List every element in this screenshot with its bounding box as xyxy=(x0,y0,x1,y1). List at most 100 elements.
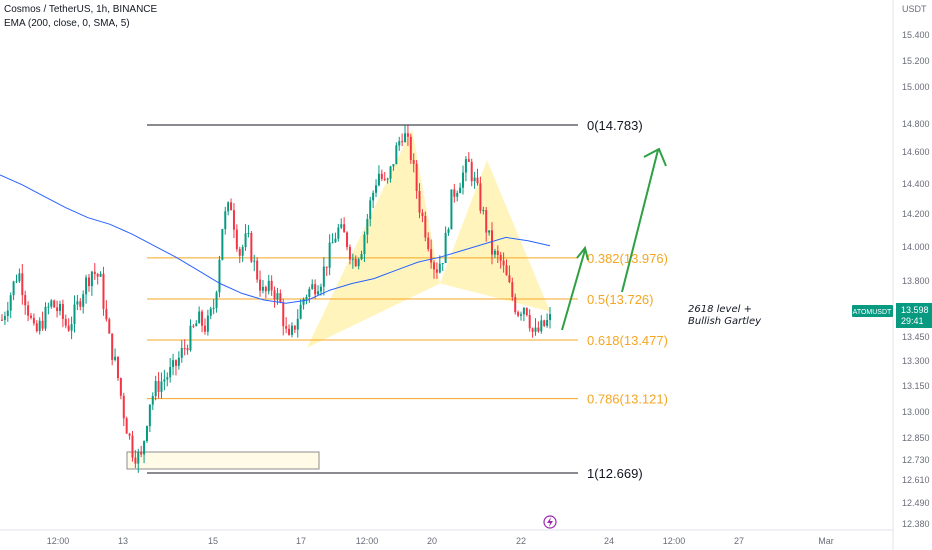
candle-body xyxy=(21,273,24,296)
candle-body xyxy=(433,262,436,270)
candle-body xyxy=(528,315,531,329)
candle-body xyxy=(119,378,122,396)
lightning-icon[interactable] xyxy=(543,515,557,529)
candle-body xyxy=(227,202,230,212)
price-tick-label: 15.000 xyxy=(902,82,930,92)
candle-body xyxy=(125,418,128,434)
price-badge-value: 13.598 xyxy=(901,305,929,315)
candle-body xyxy=(253,260,256,262)
candle-body xyxy=(392,164,395,167)
candle-body xyxy=(192,325,195,327)
candle-body xyxy=(241,247,244,256)
candle-body xyxy=(163,379,166,382)
candle-body xyxy=(209,308,212,316)
candle-body xyxy=(421,212,424,216)
candle-body xyxy=(267,280,270,292)
candle-body xyxy=(435,269,438,273)
candle-body xyxy=(169,367,172,378)
candle-body xyxy=(337,227,340,239)
gartley-bcd-triangle xyxy=(440,160,550,312)
candle-body xyxy=(299,304,302,319)
indicator-legend: EMA (200, close, 0, SMA, 5) xyxy=(4,18,130,29)
candle-body xyxy=(450,189,453,230)
time-tick-label: 20 xyxy=(427,536,437,546)
candle-body xyxy=(232,210,235,230)
candle-body xyxy=(247,232,250,234)
candle-body xyxy=(114,356,117,360)
candle-body xyxy=(386,178,389,180)
candle-body xyxy=(235,229,238,250)
candle-body xyxy=(195,323,198,327)
candle-body xyxy=(70,324,73,331)
candle-body xyxy=(409,136,412,161)
candle-body xyxy=(148,404,151,427)
candle-body xyxy=(395,145,398,165)
ema-line xyxy=(0,174,551,304)
price-tick-label: 14.800 xyxy=(902,119,930,129)
candle-body xyxy=(154,381,157,397)
candle-body xyxy=(505,265,508,276)
arrow-head-2 xyxy=(643,147,667,167)
candle-body xyxy=(517,312,520,316)
candle-body xyxy=(363,234,366,254)
price-tick-label: 12.610 xyxy=(902,475,930,485)
candle-body xyxy=(334,238,337,243)
price-tick-label: 13.450 xyxy=(902,332,930,342)
pattern-note-line1: 2618 level + xyxy=(688,304,752,315)
candle-body xyxy=(35,323,38,332)
price-tick-label: 13.800 xyxy=(902,276,930,286)
candle-body xyxy=(511,282,514,298)
candle-body xyxy=(29,315,32,318)
candle-body xyxy=(172,360,175,368)
candle-body xyxy=(288,328,291,335)
candle-body xyxy=(264,286,267,292)
time-tick-label: 12:00 xyxy=(47,536,70,546)
time-tick-label: 17 xyxy=(296,536,306,546)
candle-body xyxy=(377,173,380,186)
candle-body xyxy=(212,307,215,309)
candle-body xyxy=(293,325,296,330)
projection-arrows xyxy=(561,147,667,331)
candle-body xyxy=(56,307,59,312)
candle-body xyxy=(82,294,85,307)
arrow-shaft-1 xyxy=(561,249,586,331)
candle-body xyxy=(203,325,206,332)
candle-body xyxy=(372,192,375,201)
candle-body xyxy=(9,295,12,311)
candle-body xyxy=(282,302,285,327)
candle-body xyxy=(116,356,119,379)
candle-body xyxy=(67,325,70,331)
candle-body xyxy=(140,452,143,455)
candle-body xyxy=(415,163,418,192)
candle-body xyxy=(38,320,41,332)
candle-body xyxy=(540,320,543,332)
arrow-shaft-2 xyxy=(621,149,659,293)
fib-level-label: 0(14.783) xyxy=(587,118,643,133)
price-tick-label: 12.850 xyxy=(902,433,930,443)
candle-body xyxy=(319,286,322,292)
time-tick-label: 22 xyxy=(516,536,526,546)
candle-body xyxy=(221,229,224,260)
candle-body xyxy=(3,316,6,320)
candle-body xyxy=(357,259,360,267)
candle-body xyxy=(250,232,253,262)
price-axis-currency: USDT xyxy=(902,4,927,14)
fib-level-label: 1(12.669) xyxy=(587,466,643,481)
candle-body xyxy=(108,319,111,334)
candle-body xyxy=(438,263,441,273)
time-tick-label: 27 xyxy=(734,536,744,546)
candle-body xyxy=(366,219,369,235)
price-tick-label: 14.200 xyxy=(902,209,930,219)
gartley-xab-triangle xyxy=(307,128,440,348)
candle-body xyxy=(328,242,331,268)
fib-level-label: 0.5(13.726) xyxy=(587,292,654,307)
candle-body xyxy=(375,185,378,193)
candle-body xyxy=(325,266,328,268)
fib-level-label: 0.786(13.121) xyxy=(587,392,668,407)
candle-body xyxy=(27,305,30,316)
candle-body xyxy=(441,263,444,265)
candle-body xyxy=(531,328,534,332)
candle-body xyxy=(122,395,125,419)
candle-body xyxy=(453,189,456,197)
